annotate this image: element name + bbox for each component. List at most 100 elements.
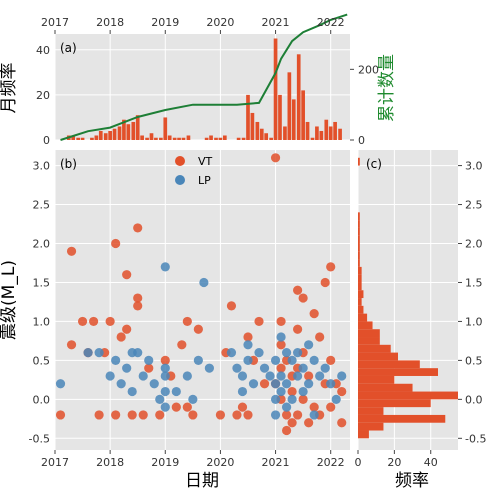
x-tick-label: 40 bbox=[424, 456, 438, 469]
vt-event-point bbox=[155, 410, 165, 420]
histogram-bar bbox=[358, 329, 380, 338]
monthly-bar bbox=[126, 124, 131, 140]
monthly-bar bbox=[301, 90, 305, 140]
lp-event-point bbox=[199, 277, 209, 288]
monthly-bar bbox=[186, 135, 191, 140]
y-tick-label: 1.0 bbox=[465, 315, 483, 328]
vt-event-point bbox=[254, 316, 264, 327]
histogram-bar bbox=[358, 243, 360, 252]
y-tick-label: 2.5 bbox=[33, 199, 51, 212]
lp-event-point bbox=[265, 371, 275, 381]
y-tick-label: 0.0 bbox=[465, 393, 483, 406]
x-tick-label: 2018 bbox=[96, 16, 124, 29]
y2-tick-label: 200 bbox=[358, 63, 379, 76]
monthly-bar bbox=[103, 133, 108, 140]
vt-event-point bbox=[304, 418, 314, 428]
histogram-bar bbox=[358, 212, 360, 221]
monthly-bar bbox=[117, 126, 122, 140]
x-tick-label: 20 bbox=[387, 456, 401, 469]
monthly-bar bbox=[122, 119, 126, 140]
monthly-bar bbox=[131, 121, 136, 140]
y-tick-label: 20 bbox=[36, 89, 50, 102]
lp-event-point bbox=[270, 379, 281, 389]
lp-event-point bbox=[293, 347, 303, 358]
histogram-bar bbox=[358, 298, 362, 306]
monthly-bar bbox=[90, 137, 94, 140]
monthly-bar bbox=[287, 72, 292, 140]
lp-event-point bbox=[237, 386, 248, 397]
lp-event-point bbox=[83, 347, 93, 358]
lp-event-point bbox=[105, 371, 115, 381]
vt-event-point bbox=[337, 418, 347, 428]
lp-event-point bbox=[111, 355, 121, 365]
magnitude-scatter-panel: (b) VT LP 2017 2018 2019 2020 2021 2022 -0.5 0… bbox=[0, 150, 350, 491]
vt-event-point bbox=[287, 418, 297, 428]
panel-b-ylabel: 震级(M_L) bbox=[0, 260, 19, 340]
vt-event-point bbox=[281, 410, 292, 420]
monthly-bar bbox=[140, 135, 144, 140]
histogram-bar bbox=[358, 305, 364, 314]
lp-event-point bbox=[298, 386, 308, 397]
vt-event-point bbox=[293, 410, 303, 420]
vt-event-point bbox=[287, 386, 297, 397]
vt-event-point bbox=[193, 324, 203, 334]
vt-event-point bbox=[94, 410, 104, 420]
vt-event-point bbox=[182, 402, 192, 412]
lp-event-point bbox=[160, 402, 170, 412]
vt-event-point bbox=[326, 355, 336, 365]
histogram-bar bbox=[358, 251, 360, 260]
panel-b-label: (b) bbox=[60, 157, 77, 171]
monthly-bar bbox=[324, 119, 329, 140]
y-tick-label: 1.5 bbox=[465, 276, 483, 289]
monthly-bar bbox=[283, 126, 287, 140]
vt-event-point bbox=[133, 293, 143, 303]
monthly-bar bbox=[135, 115, 140, 140]
monthly-bar bbox=[108, 130, 112, 140]
monthly-bar bbox=[172, 137, 177, 140]
monthly-bar bbox=[167, 135, 172, 140]
vt-event-point bbox=[293, 285, 303, 295]
vt-event-point bbox=[276, 316, 286, 327]
vt-event-point bbox=[171, 402, 181, 412]
monthly-bar bbox=[315, 126, 319, 140]
histogram-bar bbox=[358, 344, 391, 353]
histogram-bar bbox=[358, 266, 362, 275]
monthly-bar bbox=[112, 128, 117, 140]
monthly-bar bbox=[222, 135, 227, 140]
lp-event-point bbox=[270, 394, 281, 404]
lp-event-point bbox=[331, 394, 341, 404]
cumulative-count-line bbox=[60, 13, 348, 141]
x-tick-label: 2020 bbox=[206, 16, 234, 29]
vt-event-point bbox=[122, 270, 132, 280]
lp-event-point bbox=[204, 363, 214, 373]
vt-event-point bbox=[116, 332, 126, 342]
x-tick-label: 2021 bbox=[262, 456, 290, 469]
monthly-bar bbox=[338, 128, 342, 140]
legend: VT LP bbox=[175, 155, 213, 187]
monthly-bar bbox=[241, 137, 246, 140]
histogram-bar bbox=[358, 321, 373, 330]
monthly-bar bbox=[328, 126, 333, 140]
histogram-bar bbox=[358, 430, 369, 439]
lp-event-point bbox=[287, 355, 297, 365]
panel-b-xlabel: 日期 bbox=[185, 471, 219, 491]
lp-event-point bbox=[337, 371, 347, 381]
monthly-bar bbox=[273, 38, 278, 141]
monthly-bar bbox=[218, 137, 223, 140]
monthly-bar bbox=[94, 135, 99, 140]
lp-event-point bbox=[276, 371, 286, 381]
vt-event-point bbox=[144, 363, 154, 373]
histogram-bar bbox=[358, 383, 413, 392]
panel-a-label: (a) bbox=[60, 41, 77, 55]
y-tick-label: 2.0 bbox=[33, 238, 51, 251]
y-tick-label: 2.0 bbox=[465, 238, 483, 251]
histogram-bar bbox=[358, 282, 362, 291]
lp-event-point bbox=[133, 347, 143, 358]
vt-event-point bbox=[66, 340, 77, 350]
monthly-bar bbox=[159, 137, 163, 140]
vt-event-point bbox=[281, 425, 292, 436]
histogram-bar bbox=[358, 391, 458, 400]
y-tick-label: 2.5 bbox=[465, 199, 483, 212]
vt-event-point bbox=[237, 402, 248, 412]
